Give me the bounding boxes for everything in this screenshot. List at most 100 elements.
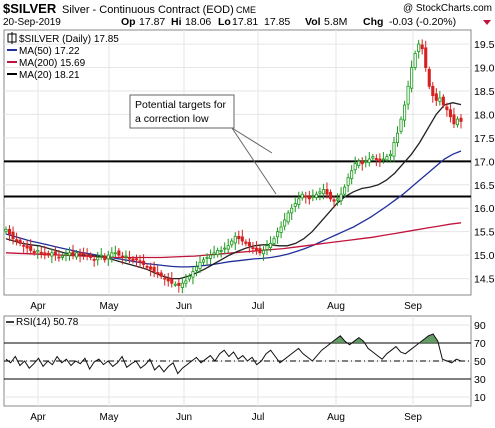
candle (233, 235, 237, 244)
rsi-y-tick-label: 30 (474, 374, 486, 386)
candle (113, 252, 117, 255)
price-x-axis: Apr May Jun Jul Aug Sep (30, 301, 422, 312)
candle (279, 226, 283, 234)
candle (142, 260, 146, 265)
candle (4, 228, 8, 233)
price-x-tick-label: May (100, 301, 119, 312)
candle (99, 254, 103, 257)
candle (53, 251, 57, 256)
candle (360, 160, 364, 165)
candle (216, 250, 220, 256)
candle (427, 68, 431, 87)
candle (134, 258, 139, 261)
candle (120, 255, 124, 258)
candle (18, 239, 22, 244)
rsi-series-line (5, 333, 462, 375)
legend-ma50: MA(50) 17.22 (19, 46, 80, 57)
candle (29, 245, 33, 251)
candle (201, 259, 206, 263)
candle (156, 272, 160, 275)
candle (191, 271, 195, 278)
annotation-line-2: a correction low (135, 113, 209, 125)
candle (138, 260, 142, 263)
candle (15, 239, 19, 242)
candle (311, 196, 315, 198)
candle (378, 158, 382, 162)
rsi-x-tick-label: Apr (30, 412, 46, 423)
symbol-title: $SILVER (3, 1, 57, 16)
quote-change-label: Chg (363, 16, 383, 28)
candle (297, 198, 301, 205)
price-y-tick-label: 19.0 (474, 63, 495, 75)
candle (11, 231, 15, 240)
quote-open-label: Op (121, 16, 136, 28)
candle (343, 186, 347, 195)
candle (455, 118, 460, 126)
candle (283, 219, 287, 227)
candle (166, 278, 170, 282)
target-lines (4, 160, 471, 198)
candle (46, 252, 50, 256)
exchange-label: CME (236, 5, 256, 15)
ma-line-ma50 (5, 150, 462, 268)
candle (307, 196, 311, 200)
price-y-tick-label: 17.0 (474, 156, 495, 168)
candle (371, 156, 375, 159)
candle (43, 252, 47, 256)
annotation: Potential targets for a correction low (129, 94, 277, 195)
candle (209, 254, 213, 259)
candle (226, 245, 230, 250)
candle (159, 272, 163, 277)
quote-high-label: Hi (171, 16, 182, 28)
moving-averages (5, 102, 462, 280)
price-y-tick-label: 16.5 (474, 180, 495, 192)
candle (374, 158, 378, 160)
candle (286, 212, 290, 223)
candle (152, 266, 156, 272)
candle (410, 67, 414, 89)
candle (173, 283, 177, 286)
candle (36, 250, 40, 253)
candle (431, 85, 435, 97)
price-x-tick-label: Jul (252, 301, 265, 312)
rsi-y-tick-label: 70 (474, 338, 486, 350)
rsi-x-tick-label: Jun (176, 412, 192, 423)
candle (381, 158, 385, 161)
price-y-tick-label: 17.5 (474, 133, 495, 145)
candle (39, 251, 43, 254)
candle (254, 247, 258, 251)
candle (388, 153, 393, 157)
candle (89, 254, 93, 258)
legend: $SILVER (Daily) 17.85 MA(50) 17.22 MA(20… (7, 32, 119, 81)
candles (4, 39, 463, 294)
candle (448, 109, 452, 118)
candle (420, 44, 424, 50)
legend-ma200: MA(200) 15.69 (19, 58, 86, 69)
price-y-tick-label: 15.0 (474, 250, 495, 262)
candle (50, 252, 54, 257)
candle (325, 189, 329, 195)
candle (395, 132, 400, 143)
rsi-y-tick-label: 90 (474, 320, 486, 332)
candle (92, 258, 96, 261)
quote-change: -0.03 (-0.20%) (389, 16, 456, 28)
price-y-tick-label: 15.5 (474, 227, 495, 239)
candle (60, 255, 64, 258)
rsi-x-axis: Apr May Jun Jul Aug Sep (30, 412, 422, 423)
candle (417, 43, 421, 52)
candle (290, 207, 294, 214)
candle (328, 191, 333, 200)
candle (149, 266, 153, 270)
candle (346, 177, 350, 186)
quote-date: 20-Sep-2019 (3, 17, 61, 28)
rsi-label: RSI(14) 50.78 (16, 317, 79, 328)
candle (339, 193, 343, 202)
candle (131, 258, 135, 262)
candle (367, 158, 371, 163)
candle (268, 243, 273, 249)
rsi-overbought-area (419, 334, 438, 343)
quote-volume: 5.8M (324, 16, 347, 28)
rsi-x-tick-label: Jul (252, 412, 265, 423)
copyright: @ StockCharts.com (403, 3, 492, 14)
price-x-tick-label: Jun (176, 301, 192, 312)
